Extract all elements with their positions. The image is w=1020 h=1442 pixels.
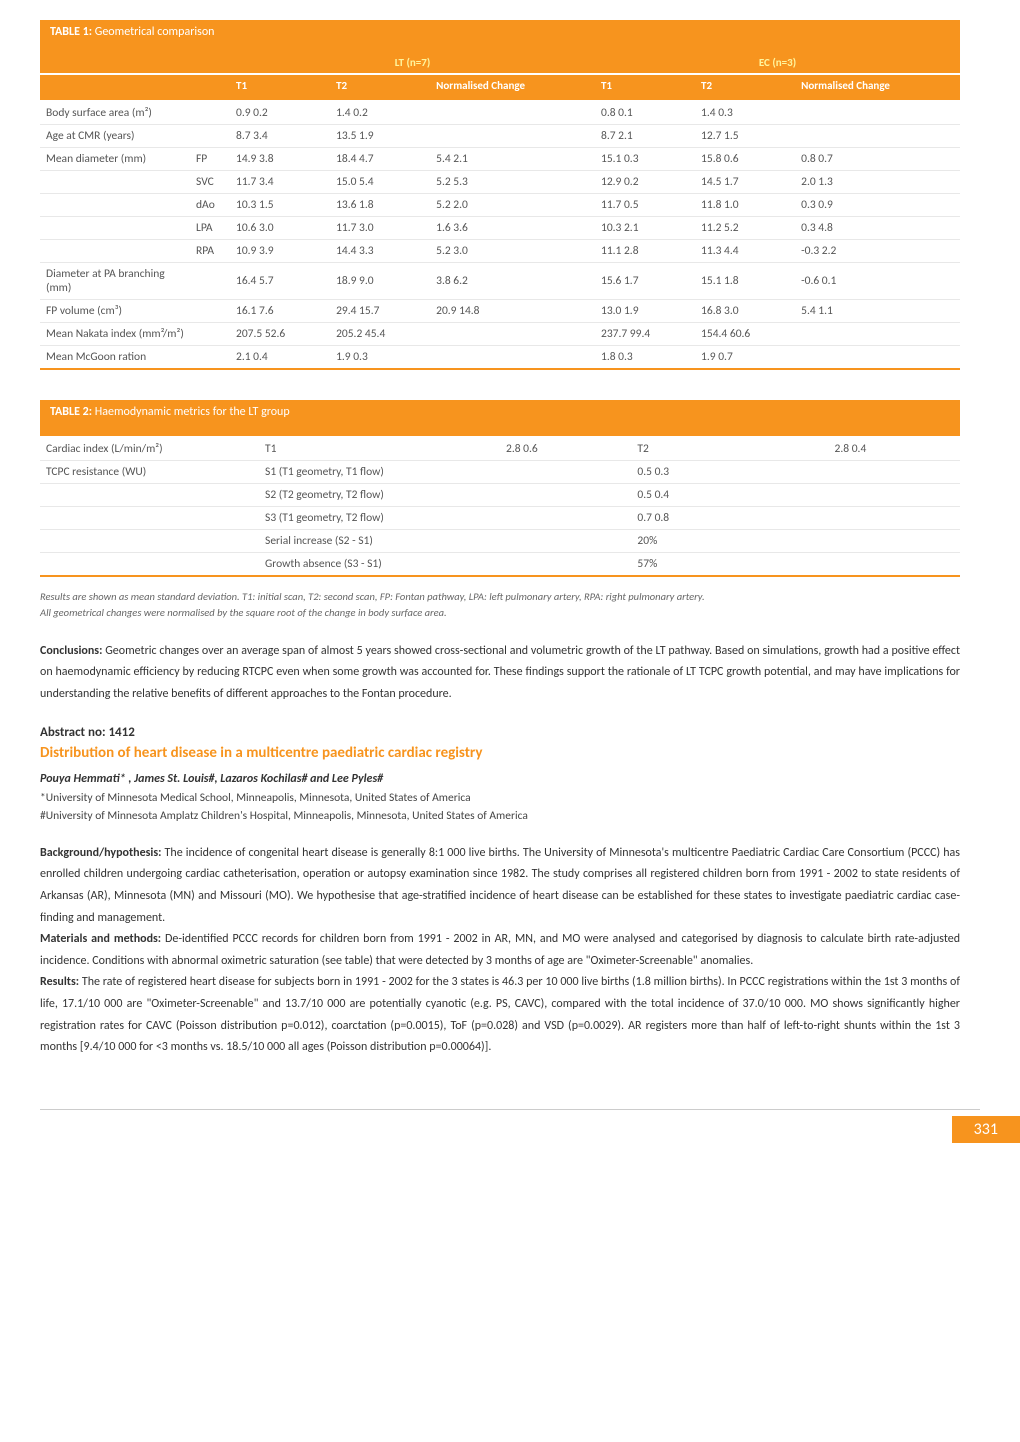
abstract-number: Abstract no: 1412 [40, 725, 960, 740]
table1-title: TABLE 1: Geometrical comparison [40, 20, 960, 44]
page-number: 331 [952, 1116, 1020, 1143]
col-header: T2 [330, 74, 430, 101]
background-text: The incidence of congenital heart diseas… [40, 846, 960, 925]
table1-caption: Geometrical comparison [92, 25, 214, 39]
col-header: T2 [695, 74, 795, 101]
table-row: Growth absence (S3 - S1)57% [40, 553, 960, 577]
table-row: RPA10.9 3.914.4 3.35.2 3.011.1 2.811.3 4… [40, 240, 960, 263]
page-footer: 331 [0, 1109, 1020, 1139]
table-row: S2 (T2 geometry, T2 flow)0.5 0.4 [40, 484, 960, 507]
table-row: S3 (T1 geometry, T2 flow)0.7 0.8 [40, 507, 960, 530]
table-row: Diameter at PA branching (mm)16.4 5.718.… [40, 263, 960, 300]
methods-lead: Materials and methods: [40, 932, 161, 946]
affiliation: *University of Minnesota Medical School,… [40, 790, 960, 807]
table2-caption: Haemodynamic metrics for the LT group [92, 405, 290, 419]
table-row: Cardiac index (L/min/m²)T12.8 0.6T22.8 0… [40, 437, 960, 461]
conclusions-para: Conclusions: Geometric changes over an a… [40, 641, 960, 706]
affiliation: #University of Minnesota Amplatz Childre… [40, 808, 960, 825]
table2-label: TABLE 2: [50, 405, 92, 419]
table-row: Age at CMR (years)8.7 3.413.5 1.98.7 2.1… [40, 125, 960, 148]
abstract-title: Distribution of heart disease in a multi… [40, 744, 960, 762]
table-footnote: Results are shown as mean standard devia… [40, 589, 960, 621]
methods-text: De-identified PCCC records for children … [40, 932, 960, 968]
col-header: T1 [595, 74, 695, 101]
table-row: Serial increase (S2 - S1)20% [40, 530, 960, 553]
table1: LT (n=7) EC (n=3) T1 T2 Normalised Chang… [40, 44, 960, 370]
table-row: Mean diameter (mm)FP14.9 3.818.4 4.75.4 … [40, 148, 960, 171]
col-header: Normalised Change [430, 74, 595, 101]
table1-group-ec: EC (n=3) [595, 44, 960, 74]
background-para: Background/hypothesis: The incidence of … [40, 843, 960, 1059]
table1-group-lt: LT (n=7) [230, 44, 595, 74]
journal-sidebar: Summer 2013 Volume 10 • Number 1 saheart [970, 0, 1020, 200]
table2: Cardiac index (L/min/m²)T12.8 0.6T22.8 0… [40, 424, 960, 577]
table-row: FP volume (cm³)16.1 7.629.4 15.720.9 14.… [40, 300, 960, 323]
footnote-line: Results are shown as mean standard devia… [40, 589, 960, 605]
conclusions-lead: Conclusions: [40, 644, 102, 658]
table-row: dAo10.3 1.513.6 1.85.2 2.011.7 0.511.8 1… [40, 194, 960, 217]
abstract-authors: Pouya Hemmati* , James St. Louis#, Lazar… [40, 772, 960, 786]
table-row: TCPC resistance (WU)S1 (T1 geometry, T1 … [40, 461, 960, 484]
col-header: Normalised Change [795, 74, 960, 101]
issue-season: Summer 2013 [1012, 10, 1020, 180]
background-lead: Background/hypothesis: [40, 846, 161, 860]
results-lead: Results: [40, 975, 79, 989]
table2-title: TABLE 2: Haemodynamic metrics for the LT… [40, 400, 960, 424]
results-text: The rate of registered heart disease for… [40, 975, 960, 1054]
table-row: Mean Nakata index (mm²/m²)207.5 52.6205.… [40, 323, 960, 346]
table-row: LPA10.6 3.011.7 3.01.6 3.610.3 2.111.2 5… [40, 217, 960, 240]
table1-label: TABLE 1: [50, 25, 92, 39]
table-row: SVC11.7 3.415.0 5.45.2 5.312.9 0.214.5 1… [40, 171, 960, 194]
table-row: Body surface area (m²)0.9 0.21.4 0.20.8 … [40, 101, 960, 125]
col-header: T1 [230, 74, 330, 101]
table-row: Mean McGoon ration2.1 0.41.9 0.31.8 0.31… [40, 346, 960, 370]
footnote-line: All geometrical changes were normalised … [40, 605, 960, 621]
conclusions-text: Geometric changes over an average span o… [40, 644, 960, 701]
